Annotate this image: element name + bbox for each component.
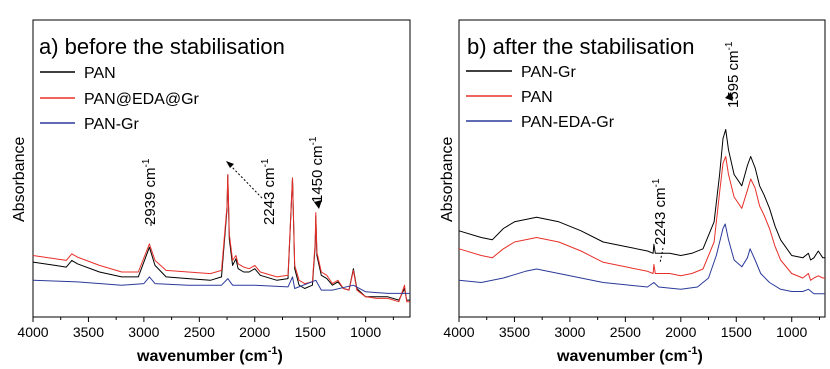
series-line-pan-eda-gr <box>458 223 825 295</box>
panel-a-x-ticks: 4000 3500 3000 2500 2000 1500 1000 <box>17 317 394 340</box>
panel-a-frame <box>32 19 411 318</box>
x-tick-label: 3500 <box>499 324 530 340</box>
annotation-1595-arrowhead <box>725 92 733 101</box>
legend-label-pan-b: PAN <box>521 89 553 106</box>
panel-b-x-ticks: 4000 3500 3000 2500 2000 1500 1000 <box>443 317 820 340</box>
x-tick-label: 1000 <box>350 324 381 340</box>
annotation-2243-arrowhead <box>226 161 234 168</box>
x-tick-label: 3000 <box>554 324 585 340</box>
panel-a-legend: PAN PAN@EDA@Gr PAN-Gr <box>40 65 200 133</box>
panel-a-series <box>32 174 410 303</box>
x-tick-label: 2500 <box>184 324 215 340</box>
legend-label-pan-eda-gr-b: PAN-EDA-Gr <box>521 114 615 131</box>
annotation-1450: 1450 cm-1 <box>308 136 326 203</box>
panel-b-series <box>458 129 825 295</box>
series-line-pan-eda-gr <box>32 174 410 303</box>
x-tick-label: 2000 <box>239 324 270 340</box>
legend-label-pan-gr-b: PAN-Gr <box>521 64 576 81</box>
series-line-pan <box>458 156 825 281</box>
x-tick-label: 3500 <box>73 324 104 340</box>
legend-label-pan: PAN <box>84 65 116 82</box>
panel-b: b) after the stabilisation PAN-Gr PAN PA… <box>439 19 826 365</box>
panel-b-legend: PAN-Gr PAN PAN-EDA-Gr <box>466 64 615 131</box>
x-tick-label: 3000 <box>128 324 159 340</box>
legend-label-pan-gr: PAN-Gr <box>84 116 139 133</box>
x-tick-label: 1500 <box>721 324 752 340</box>
series-line-pan-gr <box>458 129 825 261</box>
x-tick-label: 2500 <box>610 324 641 340</box>
series-line-pan-gr <box>32 276 410 294</box>
panel-a-y-axis-label: Absorbance <box>11 137 28 222</box>
annotation-2243-b: 2243 cm-1 <box>651 178 669 245</box>
annotation-2243: 2243 cm-1 <box>260 158 278 225</box>
legend-label-pan-eda-gr: PAN@EDA@Gr <box>84 91 200 108</box>
annotation-2243-arrow <box>228 163 263 199</box>
x-tick-label: 4000 <box>17 324 48 340</box>
panel-b-x-axis-label: wavenumber (cm-1) <box>556 345 703 365</box>
panel-b-frame <box>458 19 826 318</box>
panel-a-title: a) before the stabilisation <box>39 34 285 59</box>
x-tick-label: 2000 <box>665 324 696 340</box>
x-tick-label: 1500 <box>295 324 326 340</box>
x-tick-label: 4000 <box>443 324 474 340</box>
annotation-2939: 2939 cm-1 <box>141 158 159 225</box>
panel-a: a) before the stabilisation PAN PAN@EDA@… <box>11 19 411 365</box>
annotation-1595: 1595 cm-1 <box>724 41 742 108</box>
series-line-pan <box>32 174 410 301</box>
panel-b-title: b) after the stabilisation <box>467 34 694 59</box>
panel-a-x-axis-label: wavenumber (cm-1) <box>136 345 283 365</box>
panel-b-y-axis-label: Absorbance <box>439 137 456 222</box>
annotation-2243-b-arrow <box>659 247 664 264</box>
annotation-1450-arrowhead <box>314 200 322 209</box>
x-tick-label: 1000 <box>776 324 807 340</box>
